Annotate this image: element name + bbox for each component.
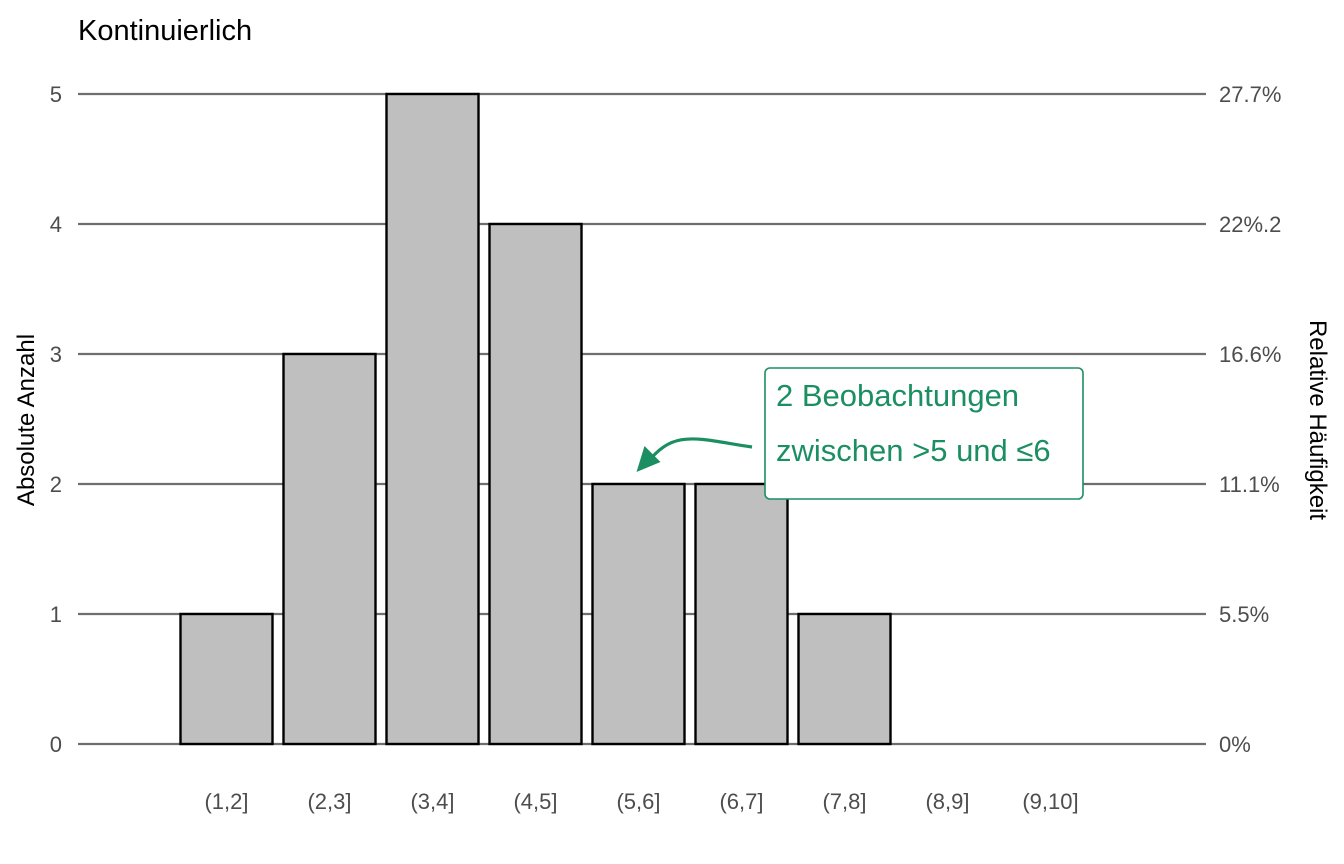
y-axis-left-ticks: 0 1 2 3 4 5 [50, 82, 62, 757]
y-tick-label-left: 2 [50, 472, 62, 497]
x-tick-label: (1,2] [204, 789, 248, 814]
x-tick-label: (7,8] [822, 789, 866, 814]
annotation-arrowhead [636, 446, 661, 472]
x-tick-label: (6,7] [719, 789, 763, 814]
bars [179, 92, 892, 746]
y-tick-label-left: 3 [50, 342, 62, 367]
y-tick-label-right: 27.7% [1219, 82, 1281, 107]
annotation-text: zwischen >5 und ≤6 [776, 433, 1051, 468]
annotation: 2 Beobachtungen zwischen >5 und ≤6 [636, 367, 1084, 500]
annotation-box [764, 367, 1084, 500]
y-tick-label-left: 1 [50, 602, 62, 627]
x-tick-label: (9,10] [1022, 789, 1078, 814]
bar [591, 482, 686, 746]
x-tick-label: (8,9] [925, 789, 969, 814]
y-tick-label-left: 4 [50, 212, 62, 237]
bar [385, 92, 480, 746]
bar [797, 612, 892, 746]
y-axis-right-title: Relative Häufigkeit [1304, 320, 1331, 520]
bar [282, 352, 377, 746]
y-tick-label-right: 0% [1219, 732, 1251, 757]
bar [488, 222, 583, 746]
x-tick-label: (3,4] [410, 789, 454, 814]
x-axis-ticks: (1,2] (2,3] (3,4] (4,5] (5,6] (6,7] (7,8] (8,9]… [204, 789, 1078, 814]
chart-title: Kontinuierlich [78, 15, 252, 47]
y-tick-label-left: 5 [50, 82, 62, 107]
y-tick-label-right: 11.1% [1219, 472, 1280, 497]
x-tick-label: (2,3] [307, 789, 351, 814]
y-tick-label-right: 16.6% [1219, 342, 1281, 367]
bar [694, 482, 789, 746]
y-tick-label-right: 5.5% [1219, 602, 1269, 627]
y-axis-left-title: Absolute Anzahl [13, 334, 40, 506]
y-tick-label-left: 0 [50, 732, 62, 757]
y-axis-right-ticks: 0% 5.5% 11.1% 16.6% 22%.2 27.7% [1219, 82, 1281, 757]
y-tick-label-right: 22%.2 [1219, 212, 1281, 237]
annotation-arrow [645, 437, 753, 465]
x-tick-label: (4,5] [513, 789, 557, 814]
annotation-text: 2 Beobachtungen [776, 378, 1019, 413]
x-tick-label: (5,6] [616, 789, 660, 814]
bar [179, 612, 274, 746]
